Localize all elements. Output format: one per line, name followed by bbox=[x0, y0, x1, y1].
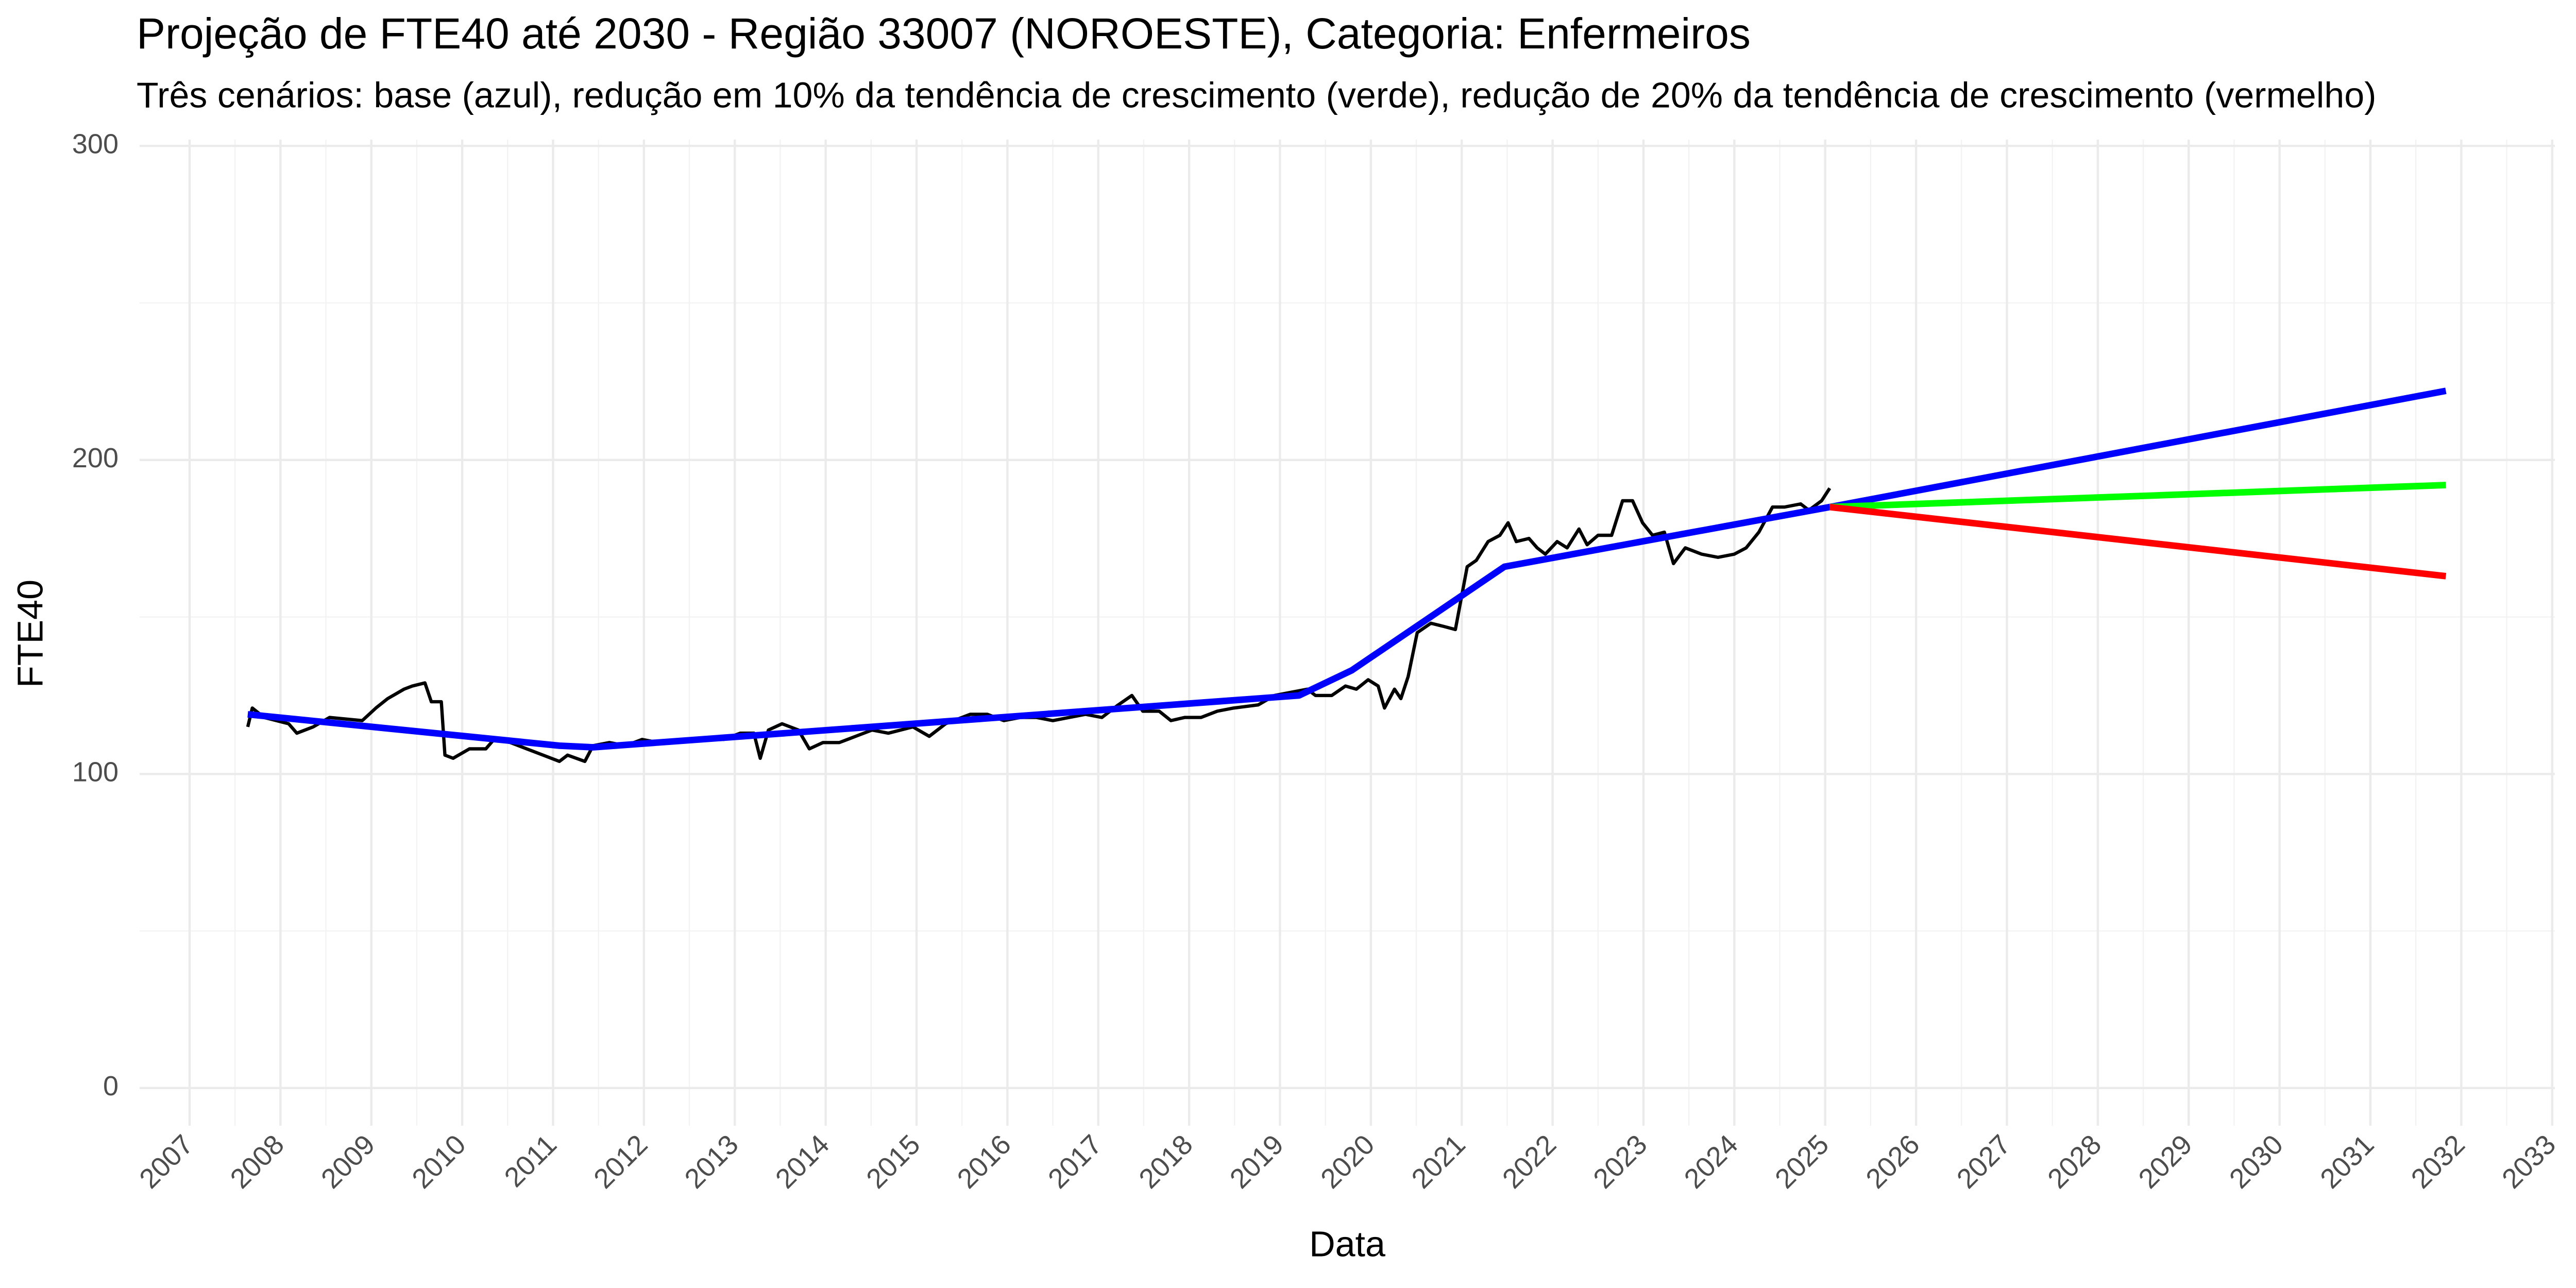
plot bbox=[246, 387, 2447, 764]
y-tick-label: 200 bbox=[72, 443, 118, 473]
series-line bbox=[1829, 482, 2446, 511]
series-line bbox=[1829, 503, 2447, 580]
chart-subtitle: Três cenários: base (azul), redução em 1… bbox=[137, 75, 2376, 115]
grid bbox=[140, 140, 2555, 1126]
y-tick-label: 100 bbox=[72, 757, 118, 788]
series-line bbox=[247, 387, 2447, 751]
chart-title: Projeção de FTE40 até 2030 - Região 3300… bbox=[137, 9, 1751, 58]
y-tick-label: 300 bbox=[72, 128, 118, 159]
y-tick-label: 0 bbox=[103, 1071, 118, 1101]
y-axis-title: FTE40 bbox=[10, 580, 50, 688]
x-axis-title: Data bbox=[1309, 1224, 1385, 1264]
